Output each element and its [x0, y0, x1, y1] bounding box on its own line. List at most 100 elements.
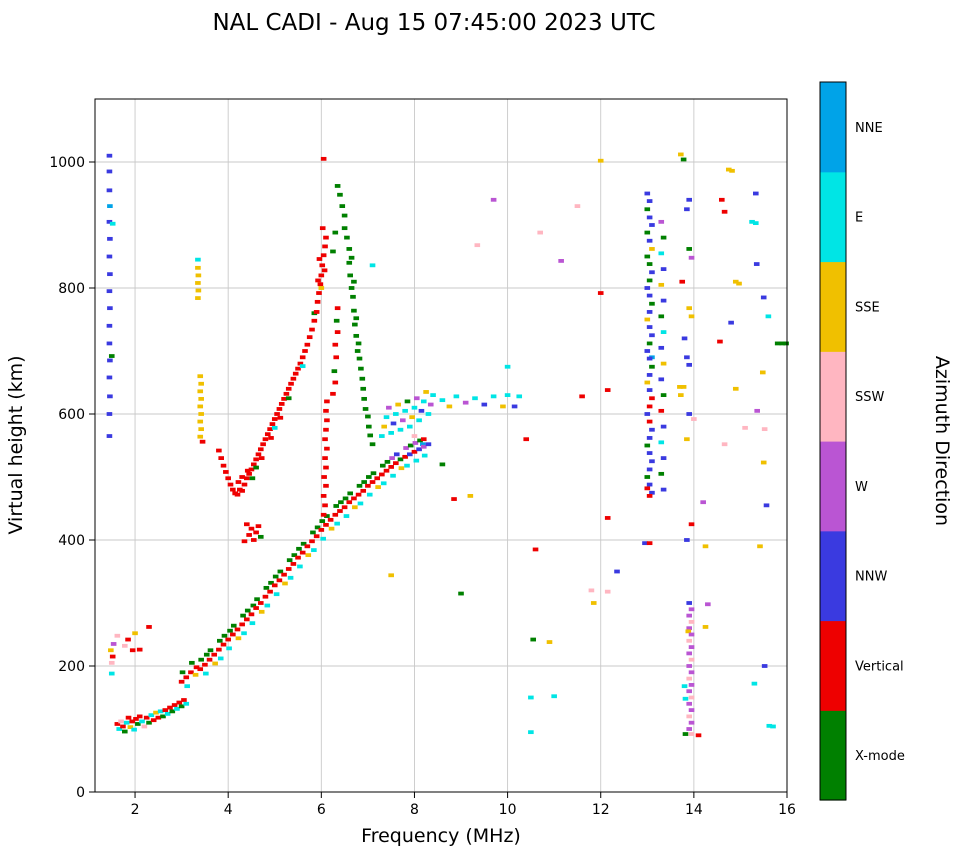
data-point [352, 322, 358, 327]
chart-title: NAL CADI - Aug 15 07:45:00 2023 UTC [212, 10, 655, 36]
data-point [359, 376, 366, 381]
data-point [346, 500, 353, 505]
y-tick-label: 400 [58, 533, 85, 549]
data-point [207, 648, 214, 653]
data-point [116, 727, 123, 731]
data-point [393, 461, 399, 466]
data-point [425, 442, 432, 447]
data-point [644, 191, 651, 196]
x-tick-label: 16 [778, 802, 796, 818]
data-point [649, 364, 655, 369]
data-point [241, 631, 247, 636]
data-point [658, 471, 665, 476]
data-point [108, 354, 115, 358]
data-point [366, 424, 372, 429]
data-point [235, 636, 242, 641]
data-point [356, 483, 363, 488]
data-point [211, 652, 218, 657]
data-point [537, 230, 543, 235]
data-point [216, 647, 222, 652]
data-point [346, 260, 353, 265]
data-point [356, 356, 363, 361]
data-point [646, 310, 653, 314]
data-point [255, 524, 262, 529]
data-point [319, 519, 326, 523]
data-point [114, 633, 121, 638]
data-point [588, 588, 595, 593]
x-tick-label: 4 [224, 802, 233, 818]
data-point [353, 316, 360, 321]
colorbar-frame [819, 81, 847, 801]
data-point [558, 259, 564, 263]
data-point [239, 475, 245, 479]
data-point [348, 255, 355, 260]
data-point [321, 475, 327, 479]
colorbar-band-w [820, 441, 846, 532]
data-point [684, 437, 690, 442]
data-point [458, 591, 464, 596]
data-point [350, 294, 356, 299]
data-point [264, 603, 271, 608]
data-point [688, 620, 695, 624]
data-point [125, 637, 131, 642]
data-point [732, 386, 739, 391]
data-point [686, 412, 693, 416]
data-point [416, 418, 422, 423]
data-point [361, 396, 367, 401]
data-point [277, 415, 284, 420]
data-point [176, 700, 183, 705]
data-point [358, 366, 364, 371]
data-point [257, 601, 264, 605]
data-point [212, 661, 218, 666]
colorbar-band-vertical [820, 620, 846, 711]
data-point [761, 664, 768, 668]
data-point [642, 541, 648, 546]
data-point [685, 629, 692, 634]
data-point [153, 710, 159, 715]
data-point [268, 580, 274, 585]
data-point [248, 526, 255, 531]
data-point [451, 497, 457, 501]
data-point [366, 475, 372, 479]
data-point [370, 471, 377, 476]
data-point [122, 643, 128, 648]
data-point [323, 408, 329, 413]
data-point [258, 609, 265, 614]
data-point [198, 381, 204, 386]
data-point [649, 333, 655, 338]
data-point [644, 380, 651, 385]
data-point [719, 197, 725, 202]
data-point [106, 153, 113, 158]
data-point [278, 402, 285, 406]
data-point [322, 503, 328, 508]
data-point [174, 706, 180, 711]
y-tick-label: 1000 [49, 155, 85, 171]
data-point [348, 286, 355, 290]
data-point [304, 342, 311, 347]
data-point [646, 325, 653, 329]
colorbar-category-label: NNW [855, 570, 887, 585]
data-point [446, 404, 453, 409]
data-point [197, 374, 204, 379]
data-point [404, 399, 411, 404]
data-point [195, 296, 201, 300]
data-point [164, 711, 171, 716]
data-point [757, 544, 763, 549]
data-point [453, 394, 460, 399]
data-point [688, 255, 695, 260]
data-point [220, 463, 227, 468]
data-point [551, 694, 557, 699]
data-point [125, 715, 132, 720]
data-point [197, 667, 204, 672]
data-point [323, 465, 329, 470]
data-point [677, 385, 683, 389]
data-point [311, 548, 317, 552]
data-point [686, 651, 693, 656]
data-point [184, 684, 191, 689]
data-point [241, 482, 248, 487]
data-point [244, 617, 250, 622]
data-point [361, 480, 367, 484]
data-point [333, 355, 340, 360]
data-point [374, 476, 381, 481]
data-point [198, 396, 204, 401]
